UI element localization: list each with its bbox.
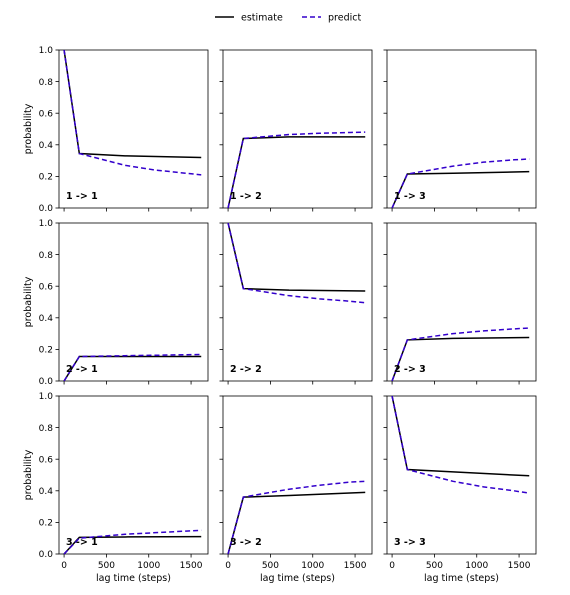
y-axis-label: probability (23, 276, 34, 327)
estimate-line (391, 336, 530, 382)
x-tick-label: 0 (61, 561, 67, 571)
x-tick-label: 0 (389, 561, 395, 571)
estimate-line (63, 49, 202, 159)
estimate-line (227, 222, 366, 292)
panel-1-to-1: 0.0 0.2 0.4 0.6 0.8 1.0 1 -> 1 (39, 46, 209, 214)
predict-line (391, 395, 530, 494)
panel-frame (58, 222, 209, 382)
predict-line (63, 529, 202, 555)
y-tick-label: 0.4 (39, 141, 54, 151)
panel-label: 1 -> 2 (230, 191, 262, 202)
panel-label: 3 -> 1 (66, 537, 98, 548)
y-tick-label: 0.4 (39, 314, 54, 324)
predict-line (63, 353, 202, 382)
panel-3-to-3: 0 500 1000 1500 3 -> 3 (383, 395, 537, 571)
y-tick-label: 0.2 (39, 173, 53, 183)
y-tick-label: 0.6 (39, 455, 54, 465)
legend: estimate predict (215, 13, 361, 24)
panel-2-to-2: 2 -> 2 (219, 222, 373, 385)
axis-labels: probability probability probability lag tim… (23, 103, 499, 584)
y-tick-label: 0.2 (39, 519, 53, 529)
x-tick-label: 1500 (508, 561, 531, 571)
x-tick-label: 1000 (137, 561, 160, 571)
panel-1-to-3: 1 -> 3 (383, 49, 537, 212)
y-axis-label: probability (23, 103, 34, 154)
panel-frame (222, 222, 373, 382)
y-axis-label: probability (23, 449, 34, 500)
panel-frame (386, 222, 537, 382)
y-tick-label: 1.0 (39, 219, 54, 229)
panel-frame (386, 49, 537, 209)
y-tick-label: 1.0 (39, 392, 54, 402)
legend-label-predict: predict (328, 13, 361, 24)
estimate-line (391, 170, 530, 209)
x-tick-label: 500 (262, 561, 279, 571)
x-axis-label: lag time (steps) (260, 573, 335, 584)
predict-line (227, 222, 366, 304)
panel-frame (222, 49, 373, 209)
panel-frame (58, 395, 209, 555)
panel-label: 2 -> 1 (66, 364, 98, 375)
panel-3-to-2: 0 500 1000 1500 3 -> 2 (219, 395, 373, 571)
panel-label: 1 -> 3 (394, 191, 426, 202)
x-tick-label: 500 (426, 561, 443, 571)
panel-frame (58, 49, 209, 209)
y-tick-label: 0.0 (39, 550, 54, 560)
estimate-line (391, 395, 530, 477)
y-tick-label: 0.8 (39, 251, 54, 261)
panel-2-to-1: 0.0 0.2 0.4 0.6 0.8 1.0 2 -> 1 (39, 219, 209, 387)
y-tick-label: 0.6 (39, 282, 54, 292)
y-tick-label: 1.0 (39, 46, 54, 56)
x-tick-label: 1500 (180, 561, 203, 571)
predict-line (227, 480, 366, 555)
x-tick-label: 0 (225, 561, 231, 571)
predict-line (391, 327, 530, 382)
x-axis-label: lag time (steps) (96, 573, 171, 584)
predict-line (391, 158, 530, 209)
panel-3-to-1: 0 500 1000 1500 0.0 0.2 0.4 0.6 0.8 1.0 3 -> 1 (39, 392, 209, 571)
estimate-line (227, 491, 366, 555)
legend-label-estimate: estimate (241, 13, 283, 24)
x-tick-label: 1000 (301, 561, 324, 571)
y-tick-label: 0.0 (39, 204, 54, 214)
y-tick-label: 0.6 (39, 109, 54, 119)
x-tick-label: 1000 (465, 561, 488, 571)
predict-line (227, 131, 366, 209)
panel-2-to-3: 2 -> 3 (383, 222, 537, 385)
panel-label: 3 -> 2 (230, 537, 262, 548)
panel-frame (222, 395, 373, 555)
panel-1-to-2: 1 -> 2 (219, 49, 373, 212)
panel-label: 2 -> 3 (394, 364, 426, 375)
panel-label: 1 -> 1 (66, 191, 98, 202)
y-tick-label: 0.8 (39, 78, 54, 88)
x-tick-label: 500 (98, 561, 115, 571)
y-tick-label: 0.4 (39, 487, 54, 497)
panel-label: 2 -> 2 (230, 364, 262, 375)
x-tick-label: 1500 (344, 561, 367, 571)
panel-frame (386, 395, 537, 555)
x-axis-label: lag time (steps) (424, 573, 499, 584)
y-tick-label: 0.8 (39, 424, 54, 434)
y-tick-label: 0.2 (39, 346, 53, 356)
y-tick-label: 0.0 (39, 377, 54, 387)
panel-label: 3 -> 3 (394, 537, 426, 548)
